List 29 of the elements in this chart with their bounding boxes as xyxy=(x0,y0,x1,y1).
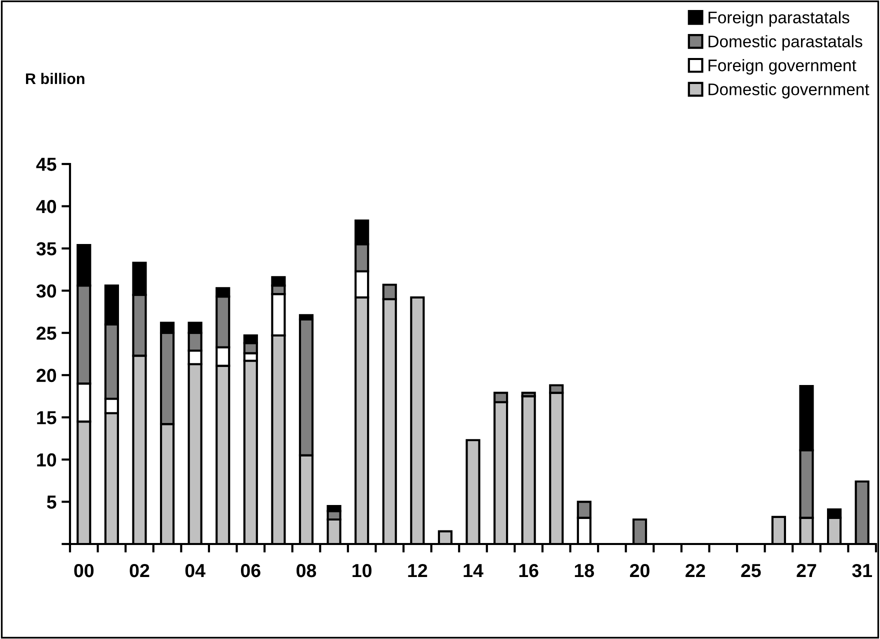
x-tick-label: 06 xyxy=(240,564,260,578)
x-tick-label: 27 xyxy=(796,564,816,578)
y-tick-label: 35 xyxy=(36,242,56,256)
x-tick-label: 18 xyxy=(574,564,594,578)
x-tick-label: 14 xyxy=(464,564,484,578)
legend-label: Domestic parastatals xyxy=(708,35,862,51)
x-tick-label: 12 xyxy=(408,564,428,578)
x-tick-label: 16 xyxy=(519,564,538,578)
legend-label: Foreign parastatals xyxy=(708,11,850,27)
y-tick-label: 25 xyxy=(36,326,56,340)
x-tick-label: 08 xyxy=(296,564,316,578)
x-tick-label: 31 xyxy=(852,564,872,578)
y-axis-title: R billion xyxy=(26,72,84,84)
x-tick-label: 20 xyxy=(630,564,650,578)
x-tick-label: 04 xyxy=(185,564,206,578)
y-tick-label: 15 xyxy=(37,411,56,424)
y-tick-label: 20 xyxy=(36,368,56,382)
y-tick-label: 5 xyxy=(46,496,56,509)
y-tick-label: 30 xyxy=(36,284,56,298)
y-tick-label: 45 xyxy=(36,158,56,171)
x-tick-label: 00 xyxy=(74,564,94,578)
y-tick-label: 40 xyxy=(36,200,56,214)
x-tick-label: 10 xyxy=(352,564,372,578)
x-tick-label: 02 xyxy=(130,564,150,578)
x-tick-label: 22 xyxy=(686,564,706,578)
legend-label: Foreign government xyxy=(708,59,856,75)
y-tick-label: 10 xyxy=(37,453,56,467)
legend-label: Domestic government xyxy=(708,83,870,99)
x-tick-label: 25 xyxy=(741,564,761,578)
